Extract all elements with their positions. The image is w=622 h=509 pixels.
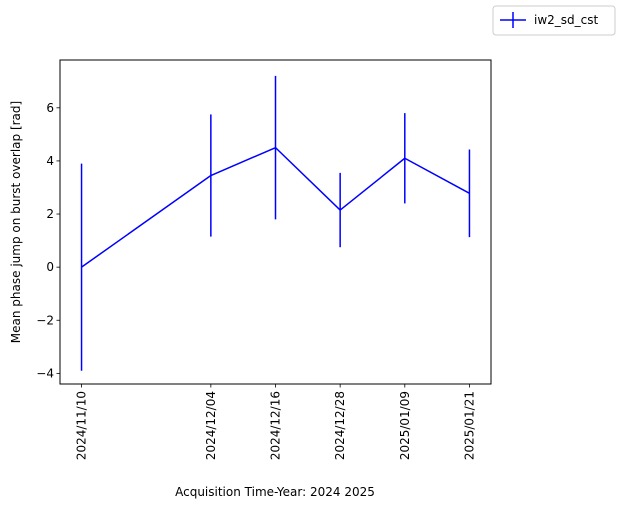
y-tick-label: −2 [36, 313, 54, 327]
legend: iw2_sd_cst [493, 6, 615, 35]
y-axis-label: Mean phase jump on burst overlap [rad] [9, 101, 23, 343]
y-tick-label: 2 [46, 207, 54, 221]
y-tick-label: −4 [36, 366, 54, 380]
y-tick-label: 6 [46, 101, 54, 115]
y-tick-label: 4 [46, 154, 54, 168]
legend-series-label: iw2_sd_cst [534, 13, 599, 27]
x-tick-label: 2025/01/21 [462, 391, 476, 460]
x-tick-label: 2024/12/04 [204, 391, 218, 460]
x-tick-label: 2024/12/28 [333, 391, 347, 460]
x-axis-label: Acquisition Time-Year: 2024 2025 [175, 485, 375, 499]
y-tick-label: 0 [46, 260, 54, 274]
x-tick-label: 2024/11/10 [75, 391, 89, 460]
x-tick-label: 2024/12/16 [269, 391, 283, 460]
x-tick-label: 2025/01/09 [398, 391, 412, 460]
